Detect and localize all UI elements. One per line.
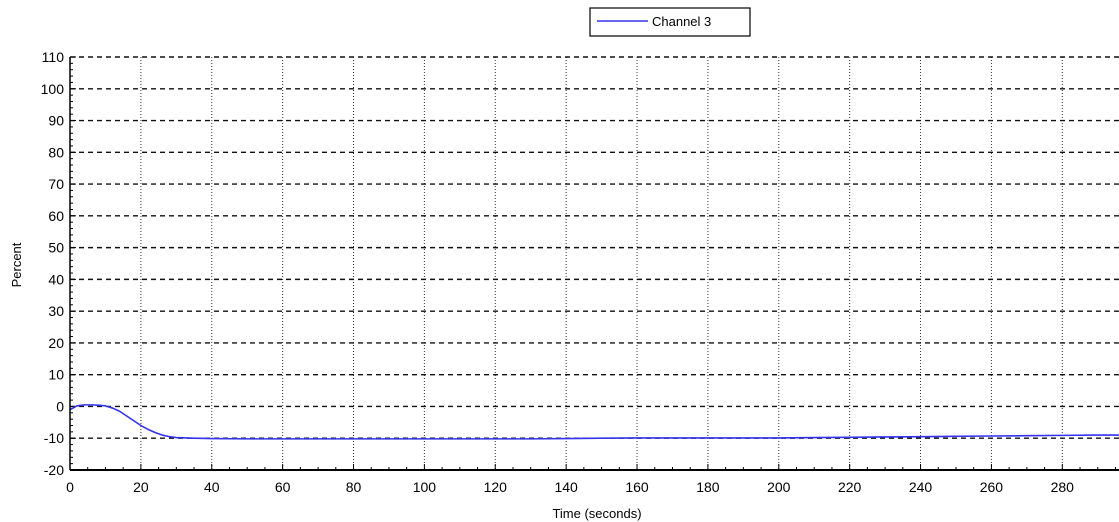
y-tick-label: 50 xyxy=(48,240,64,256)
x-tick-label: 260 xyxy=(980,479,1004,495)
minor-ticks xyxy=(69,56,1116,471)
x-axis-title: Time (seconds) xyxy=(552,506,641,521)
x-tick-label: 20 xyxy=(133,479,149,495)
legend-label: Channel 3 xyxy=(652,14,711,29)
y-tick-label: 0 xyxy=(56,398,64,414)
legend-box xyxy=(589,7,751,37)
y-tick-label: -20 xyxy=(44,462,64,478)
x-tick-label: 280 xyxy=(1051,479,1075,495)
x-tick-label: 100 xyxy=(413,479,437,495)
tick-labels: 0 20 40 60 80 100 120 140 160 180 200 220 240 260 280-… xyxy=(41,49,1075,495)
y-tick-label: 10 xyxy=(48,367,64,383)
x-tick-label: 0 xyxy=(66,479,74,495)
series-line xyxy=(69,404,1119,440)
x-tick-label: 160 xyxy=(625,479,649,495)
x-tick-label: 80 xyxy=(346,479,362,495)
x-tick-label: 40 xyxy=(204,479,220,495)
y-tick-label: 110 xyxy=(42,49,65,65)
grid xyxy=(70,56,1119,470)
x-tick-label: 60 xyxy=(275,479,291,495)
y-tick-label: 40 xyxy=(48,271,64,287)
y-axis-title: Percent xyxy=(9,242,24,287)
y-tick-label: 70 xyxy=(48,176,64,192)
x-tick-label: 140 xyxy=(554,479,578,495)
y-tick-label: 30 xyxy=(48,303,64,319)
x-tick-label: 180 xyxy=(696,479,720,495)
y-tick-label: 100 xyxy=(41,81,65,97)
axes xyxy=(69,57,1119,471)
y-tick-label: 90 xyxy=(48,113,64,129)
x-tick-label: 200 xyxy=(767,479,791,495)
x-tick-label: 240 xyxy=(909,479,933,495)
series-layer xyxy=(69,404,1119,440)
y-tick-label: 20 xyxy=(48,335,64,351)
x-tick-label: 120 xyxy=(484,479,508,495)
y-tick-label: 80 xyxy=(48,144,64,160)
x-tick-label: 220 xyxy=(838,479,862,495)
y-tick-label: 60 xyxy=(48,208,64,224)
y-tick-label: -10 xyxy=(44,430,64,446)
legend: Channel 3 xyxy=(589,7,751,37)
